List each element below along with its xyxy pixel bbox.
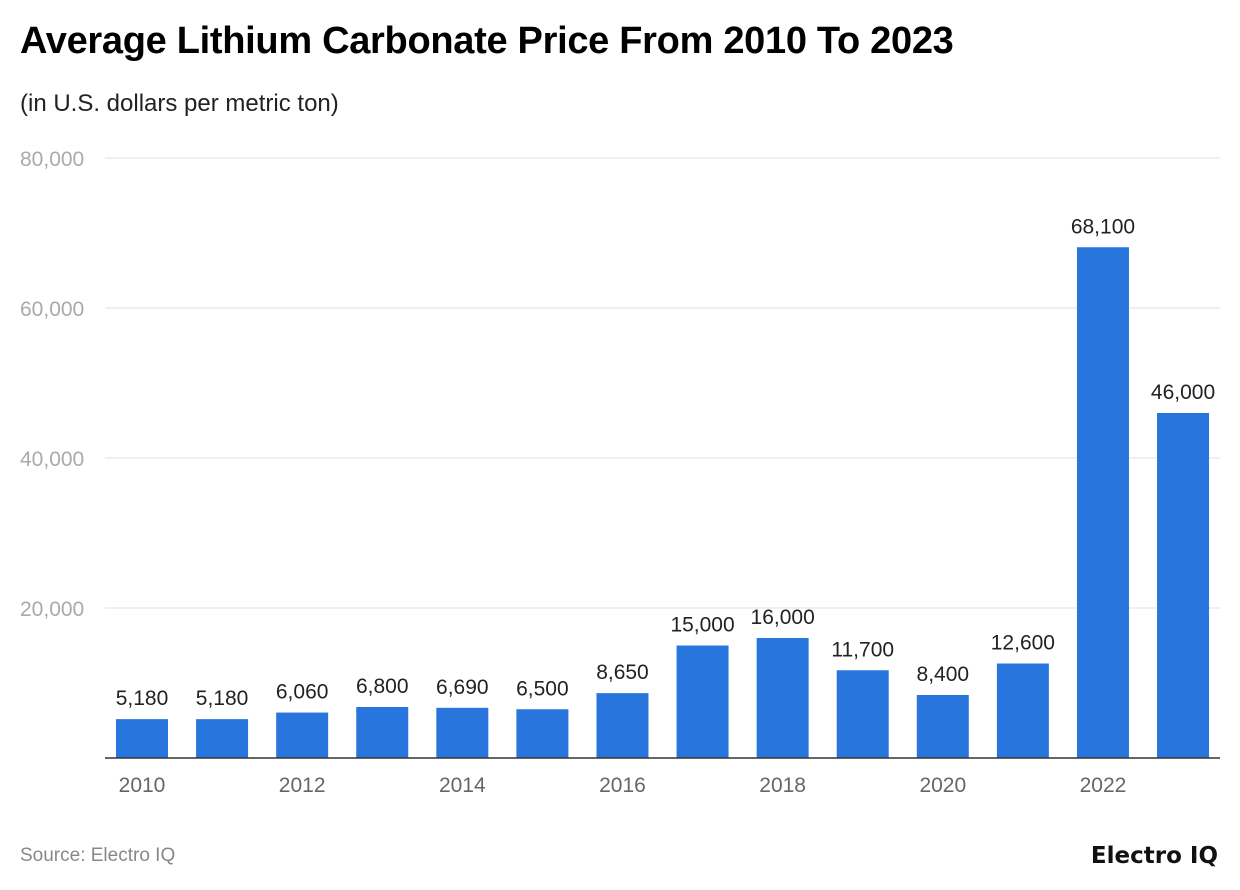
bar-chart: 20,000 40,000 60,000 80,000 5,180 5,180 6,060 6…	[20, 148, 1220, 797]
data-label: 15,000	[670, 614, 734, 637]
data-label: 5,180	[196, 687, 249, 710]
data-label: 12,600	[991, 632, 1055, 655]
bar-2023	[1157, 413, 1210, 758]
y-tick-label: 80,000	[20, 148, 84, 171]
data-label: 6,800	[356, 675, 409, 698]
bar-2021	[996, 663, 1049, 758]
data-label: 6,500	[516, 677, 569, 700]
bar-2019	[836, 670, 889, 758]
x-tick-label: 2020	[919, 774, 966, 797]
data-label: 68,100	[1071, 215, 1135, 238]
data-label: 16,000	[751, 606, 815, 629]
data-label: 8,400	[917, 663, 970, 686]
chart-subtitle: (in U.S. dollars per metric ton)	[20, 90, 339, 117]
x-tick-label: 2012	[279, 774, 326, 797]
data-label: 5,180	[116, 687, 169, 710]
x-tick-label: 2022	[1080, 774, 1127, 797]
x-tick-label: 2014	[439, 774, 486, 797]
bar-2022	[1076, 247, 1129, 758]
bar-2020	[916, 695, 969, 758]
bar-2011	[196, 719, 249, 758]
y-tick-label: 20,000	[20, 598, 84, 621]
bar-2010	[116, 719, 168, 758]
data-label: 46,000	[1151, 381, 1215, 404]
bar-2013	[356, 707, 409, 758]
data-label: 6,690	[436, 676, 489, 699]
x-tick-label: 2010	[119, 774, 166, 797]
bar-2018	[756, 638, 809, 758]
bar-2015	[516, 709, 569, 758]
bar-2012	[276, 712, 329, 758]
chart-title: Average Lithium Carbonate Price From 201…	[20, 20, 954, 62]
source-note: Source: Electro IQ	[20, 845, 176, 866]
data-label: 11,700	[831, 638, 894, 661]
y-tick-label: 60,000	[20, 298, 84, 321]
y-tick-label: 40,000	[20, 448, 84, 471]
data-label: 8,650	[596, 661, 649, 684]
x-tick-label: 2018	[759, 774, 806, 797]
data-label: 6,060	[276, 681, 329, 704]
bar-2017	[676, 645, 729, 758]
bar-2014	[436, 707, 489, 758]
bar-2016	[596, 693, 649, 758]
x-tick-label: 2016	[599, 774, 646, 797]
brand-logo: Electro IQ	[1090, 843, 1218, 869]
